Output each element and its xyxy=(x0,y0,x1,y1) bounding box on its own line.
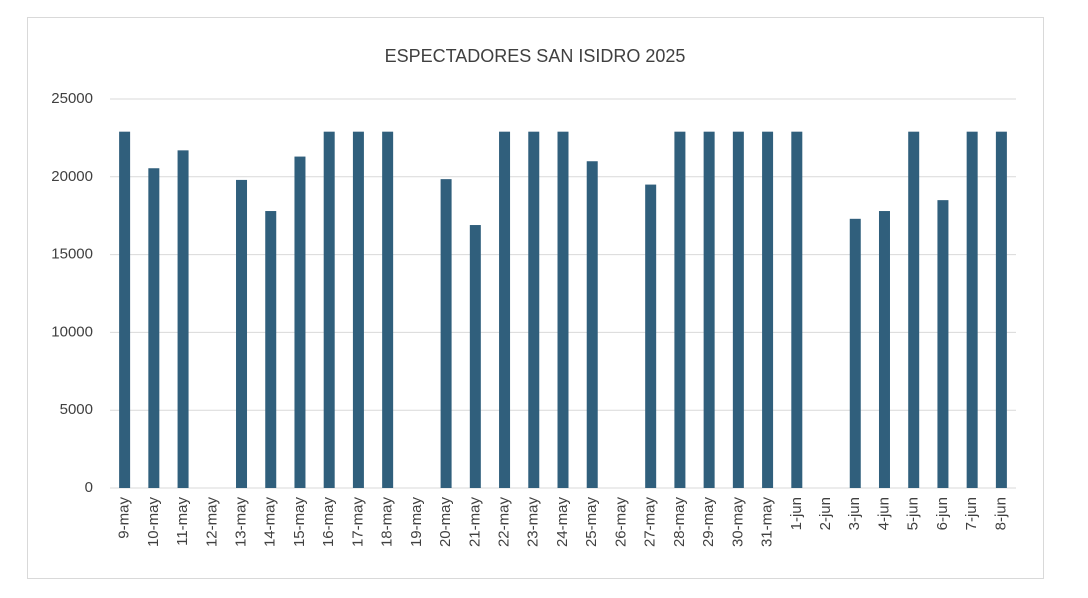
x-tick-label: 13-may xyxy=(232,497,249,548)
bar xyxy=(265,211,277,489)
bar xyxy=(119,131,131,488)
bar xyxy=(645,184,657,488)
bar xyxy=(878,211,890,489)
bar xyxy=(528,131,540,488)
y-tick-label: 20000 xyxy=(51,168,93,185)
bar xyxy=(294,156,306,488)
x-tick-label: 20-may xyxy=(437,497,454,548)
bar xyxy=(440,179,452,488)
x-tick-label: 4-jun xyxy=(875,497,892,530)
bar xyxy=(908,131,920,488)
bar xyxy=(995,131,1007,488)
x-tick-label: 28-may xyxy=(671,497,688,548)
bar xyxy=(148,168,160,488)
x-tick-label: 22-may xyxy=(496,497,513,548)
x-tick-label: 17-may xyxy=(349,497,366,548)
bar xyxy=(236,179,248,489)
bar xyxy=(937,200,949,488)
x-tick-label: 29-may xyxy=(700,497,717,548)
bar xyxy=(966,131,978,488)
bar xyxy=(499,131,511,488)
x-tick-label: 1-jun xyxy=(788,497,805,530)
x-tick-label: 3-jun xyxy=(846,497,863,530)
y-tick-label: 0 xyxy=(85,479,93,496)
bar xyxy=(557,131,569,488)
bar xyxy=(323,131,335,488)
x-tick-label: 7-jun xyxy=(963,497,980,530)
x-tick-label: 11-may xyxy=(174,497,191,546)
y-tick-label: 5000 xyxy=(60,401,93,418)
x-tick-label: 31-may xyxy=(759,497,776,548)
x-tick-label: 10-may xyxy=(145,497,162,548)
bar xyxy=(586,161,598,489)
x-tick-label: 16-may xyxy=(320,497,337,548)
x-tick-label: 19-may xyxy=(408,497,425,548)
x-tick-label: 24-may xyxy=(554,497,571,548)
y-tick-label: 25000 xyxy=(51,90,93,107)
chart-title: ESPECTADORES SAN ISIDRO 2025 xyxy=(385,46,686,66)
x-tick-label: 27-may xyxy=(642,497,659,548)
x-tick-label: 14-may xyxy=(262,497,279,548)
x-tick-label: 9-may xyxy=(116,497,133,539)
y-tick-label: 15000 xyxy=(51,246,93,263)
bar xyxy=(674,131,686,488)
bar xyxy=(732,131,744,488)
x-tick-label: 15-may xyxy=(291,497,308,548)
bar xyxy=(791,131,803,488)
y-tick-label: 10000 xyxy=(51,323,93,340)
x-tick-label: 26-may xyxy=(612,497,629,548)
bar xyxy=(703,131,715,488)
bar xyxy=(352,131,364,488)
x-tick-label: 8-jun xyxy=(992,497,1009,530)
bar xyxy=(177,150,189,488)
x-tick-label: 12-may xyxy=(203,497,220,548)
bar xyxy=(382,131,394,488)
x-tick-label: 2-jun xyxy=(817,497,834,530)
x-tick-label: 21-may xyxy=(466,497,483,548)
bar xyxy=(469,225,481,488)
bar xyxy=(762,131,774,488)
x-tick-label: 18-may xyxy=(379,497,396,548)
bar xyxy=(849,218,861,488)
x-tick-label: 5-jun xyxy=(905,497,922,530)
x-tick-label: 25-may xyxy=(583,497,600,548)
x-tick-label: 6-jun xyxy=(934,497,951,530)
x-tick-label: 30-may xyxy=(729,497,746,548)
x-tick-label: 23-may xyxy=(525,497,542,548)
